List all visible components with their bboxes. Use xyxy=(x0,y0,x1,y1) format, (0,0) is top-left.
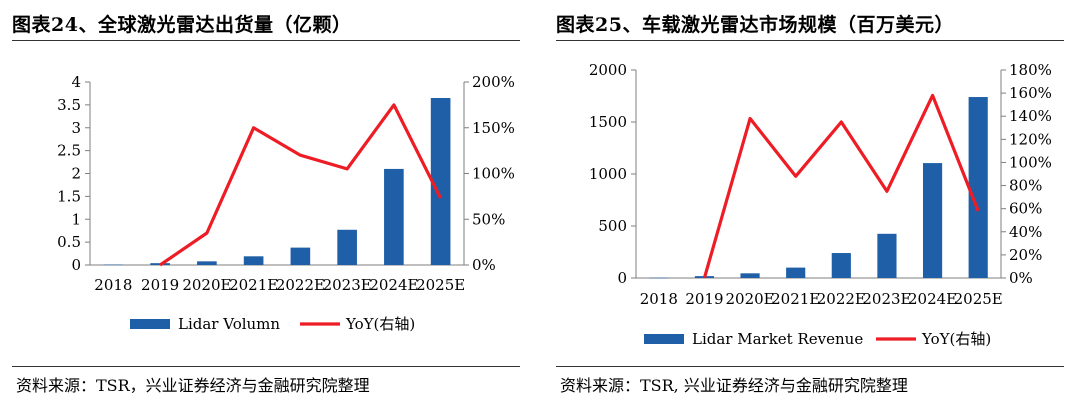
left-axis-tick-label: 0.5 xyxy=(57,233,81,251)
legend-bar-label: Lidar Volumn xyxy=(178,315,280,333)
right-axis-tick-label: 100% xyxy=(472,165,515,183)
legend-bar-swatch xyxy=(130,319,170,329)
figure-25-title: 图表25、车载激光雷达市场规模（百万美元） xyxy=(556,14,954,36)
left-axis-tick-label: 1 xyxy=(71,210,81,228)
left-axis-tick-label: 2000 xyxy=(589,61,627,79)
left-axis-tick-label: 4 xyxy=(71,73,81,91)
x-axis-category-label: 2024E xyxy=(369,276,418,294)
x-axis-category-label: 2024E xyxy=(908,290,957,308)
bar-2021E xyxy=(786,267,806,278)
x-axis-category-label: 2022E xyxy=(276,276,325,294)
figure-25-panel: 图表25、车载激光雷达市场规模（百万美元） 0 500 1000 1500 2000 0%… xyxy=(556,0,1076,405)
right-axis-tick-label: 0% xyxy=(472,256,496,274)
right-axis-tick-label: 160% xyxy=(1009,84,1052,102)
x-axis-category-label: 2020E xyxy=(182,276,231,294)
legend-line-label: YoY(右轴) xyxy=(345,315,415,333)
left-axis-tick-label: 0 xyxy=(617,269,627,287)
right-axis-tick-label: 50% xyxy=(472,210,505,228)
right-axis-tick-label: 20% xyxy=(1009,246,1042,264)
right-axis-tick-label: 40% xyxy=(1009,223,1042,241)
bar-2018 xyxy=(103,264,124,266)
bar-2018 xyxy=(649,277,669,279)
lidar-market-revenue-chart: 0 500 1000 1500 2000 0% 20% 40% 60% 80% 100% 120% 14… xyxy=(589,61,1052,348)
right-axis-tick-label: 120% xyxy=(1009,130,1052,148)
bar-2025E xyxy=(968,97,988,278)
left-axis-tick-label: 0 xyxy=(71,256,81,274)
left-axis-tick-label: 1500 xyxy=(589,113,627,131)
source-divider xyxy=(12,366,520,367)
x-axis-category-label: 2021E xyxy=(771,290,820,308)
bar-2023E xyxy=(337,229,357,265)
left-axis-tick-label: 500 xyxy=(598,217,627,235)
legend-bar-swatch xyxy=(644,334,684,344)
x-axis-category-label: 2019 xyxy=(685,290,723,308)
right-axis-tick-label: 140% xyxy=(1009,107,1052,125)
x-axis-category-label: 2023E xyxy=(862,290,911,308)
right-axis-tick-label: 100% xyxy=(1009,153,1052,171)
bar-2025E xyxy=(430,98,451,265)
x-axis-category-label: 2020E xyxy=(726,290,775,308)
figure-24-source: 资料来源：TSR，兴业证券经济与金融研究院整理 xyxy=(16,376,370,395)
left-axis-tick-label: 1.5 xyxy=(57,187,81,205)
title-divider xyxy=(12,40,520,41)
bar-2024E xyxy=(384,168,404,265)
legend-line-label: YoY(右轴) xyxy=(921,330,991,348)
x-axis-category-label: 2025E xyxy=(416,276,465,294)
x-axis-category-label: 2025E xyxy=(954,290,1003,308)
bar-2020E xyxy=(740,273,760,278)
left-axis-tick-label: 3.5 xyxy=(57,96,81,114)
right-axis-tick-label: 150% xyxy=(472,119,515,137)
figure-24-title: 图表24、全球激光雷达出货量（亿颗） xyxy=(12,14,352,36)
x-axis-category-label: 2022E xyxy=(817,290,866,308)
bar-2024E xyxy=(922,163,943,278)
left-axis-tick-label: 2 xyxy=(71,165,81,183)
right-axis-tick-label: 180% xyxy=(1009,61,1052,79)
right-axis-tick-label: 200% xyxy=(472,73,515,91)
right-axis-tick-label: 0% xyxy=(1009,269,1033,287)
bar-2022E xyxy=(831,253,851,278)
left-axis-tick-label: 2.5 xyxy=(57,142,81,160)
bar-2023E xyxy=(877,233,897,278)
source-divider xyxy=(556,366,1064,367)
x-axis-category-label: 2018 xyxy=(640,290,678,308)
right-axis-tick-label: 60% xyxy=(1009,200,1042,218)
left-axis-tick-label: 1000 xyxy=(589,165,627,183)
x-axis-category-label: 2021E xyxy=(229,276,278,294)
x-axis-category-label: 2018 xyxy=(94,276,132,294)
title-divider xyxy=(556,40,1064,41)
figure-24-panel: 图表24、全球激光雷达出货量（亿颗） 0 0.5 1 1.5 2 2.5 3 3.5 4 0% 50… xyxy=(12,0,532,405)
right-axis-tick-label: 80% xyxy=(1009,177,1042,195)
bar-2021E xyxy=(243,256,264,265)
bar-2020E xyxy=(197,261,217,265)
left-axis-tick-label: 3 xyxy=(71,119,81,137)
bar-2022E xyxy=(290,247,311,265)
lidar-volume-chart: 0 0.5 1 1.5 2 2.5 3 3.5 4 0% 50% 100% 150% 200% 2018 20… xyxy=(57,73,515,333)
legend-bar-label: Lidar Market Revenue xyxy=(692,330,863,348)
x-axis-category-label: 2019 xyxy=(141,276,179,294)
figure-25-source: 资料来源：TSR, 兴业证券经济与金融研究院整理 xyxy=(560,376,908,395)
x-axis-category-label: 2023E xyxy=(323,276,372,294)
